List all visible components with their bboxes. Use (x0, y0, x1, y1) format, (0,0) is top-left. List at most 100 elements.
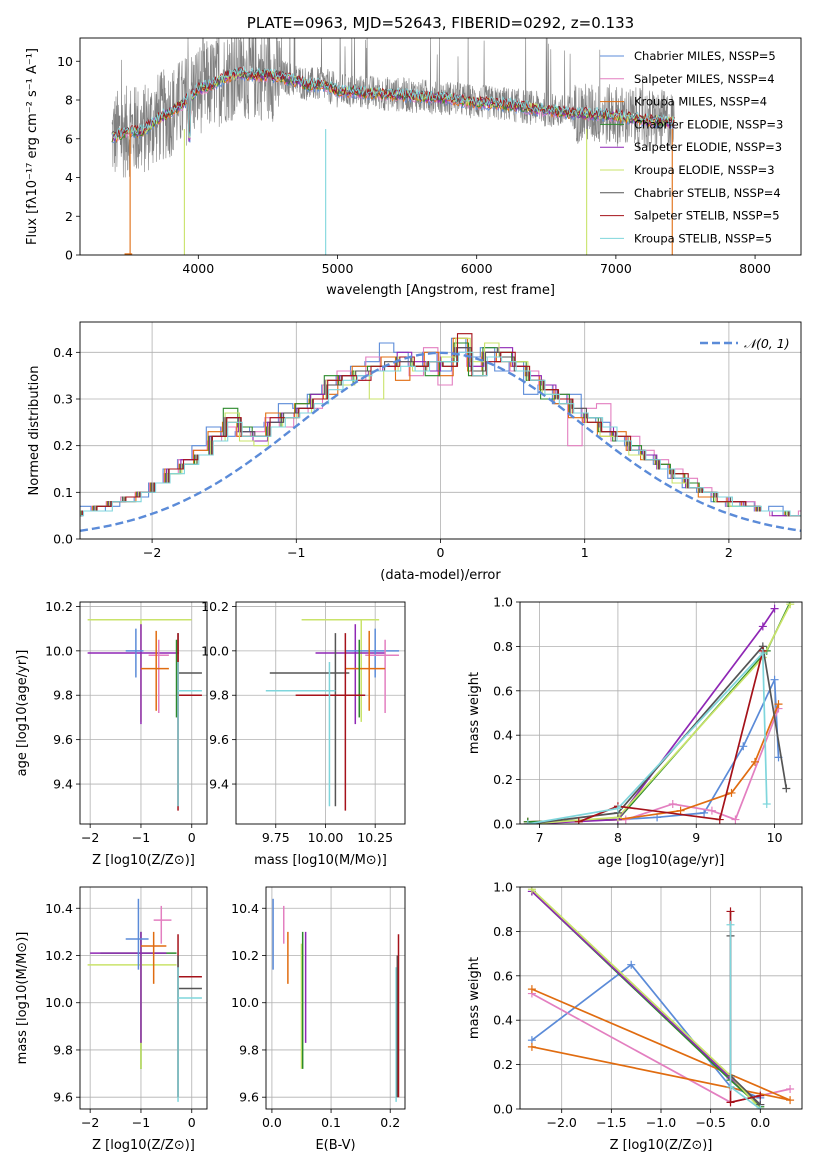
spectrum-ylabel: Flux [fλ10⁻¹⁷ erg cm⁻² s⁻¹ A⁻¹] (25, 48, 40, 245)
weight-marker (627, 960, 636, 969)
weight-marker (774, 700, 783, 709)
errorbar-salpeter-stelib (295, 633, 366, 811)
weight-series-salpeter-elodie (523, 604, 779, 824)
weight-marker (751, 757, 759, 766)
spectrum-frame (79, 37, 802, 256)
mass_vs_z-ylabel: mass [log10(M/M⊙)] (15, 932, 30, 1065)
weight-marker (676, 806, 685, 815)
mass_vs_ebv-plot (272, 898, 400, 1102)
residuals-ytick-label: 0.1 (53, 485, 73, 500)
weight_vs_age-ytick-label: 1.0 (493, 595, 513, 610)
errorbar-kroupa-stelib (177, 661, 202, 807)
legend-entry: 𝒩(0, 1) (744, 336, 790, 351)
spectrum-xtick-label: 5000 (322, 261, 354, 276)
age_vs_z-xlabel: Z [log10(Z/Z⊙)] (92, 853, 195, 868)
weight_vs_z-ytick-label: 0.2 (493, 1057, 513, 1072)
age_vs_mass-ytick-label: 10.2 (201, 599, 229, 614)
residuals-ytick-label: 0.3 (53, 392, 73, 407)
weight-marker (786, 602, 795, 609)
spectrum-ytick-label: 10 (57, 54, 73, 69)
mass_vs_ebv-frame (265, 886, 406, 1110)
weight-marker (770, 604, 779, 613)
spectrum-xtick-label: 7000 (600, 261, 632, 276)
weight_vs_z-xtick-label: −2.0 (547, 1115, 577, 1130)
mass_vs_z-axes: −2 −1 0 9.6 9.8 10.0 10.2 10.4 (45, 887, 207, 1130)
weight-marker (668, 800, 677, 809)
weight_vs_age-xtick-label: 7 (536, 830, 544, 845)
weight-series-kroupa-miles (527, 985, 795, 1105)
weight-marker (786, 1085, 795, 1094)
weight_vs_z-ytick-label: 0.8 (493, 924, 513, 939)
errorbar-salpeter-miles (148, 639, 169, 713)
residuals-ylabel: Normed distribution (27, 366, 42, 496)
age_vs_z-ytick-label: 10.2 (45, 599, 73, 614)
spectrum-ytick-label: 2 (65, 209, 73, 224)
spectrum-legend: Chabrier MILES, NSSP=5 Salpeter MILES, NS… (600, 49, 783, 245)
weight_vs_z-xtick-label: 0.0 (750, 1115, 770, 1130)
residuals-xtick-label: 1 (581, 545, 589, 560)
weight-marker (758, 649, 767, 658)
legend-entry: Kroupa STELIB, NSSP=5 (634, 231, 772, 245)
weight-marker (782, 784, 791, 793)
mass_vs_z-ytick-label: 10.2 (45, 948, 73, 963)
errorbar-chabrier-stelib (177, 633, 202, 807)
weight_vs_z-xlabel: Z [log10(Z/Z⊙)] (610, 1138, 713, 1153)
weight-marker (726, 907, 735, 916)
weight-marker (527, 1042, 536, 1051)
age_vs_mass-ytick-label: 9.6 (209, 732, 229, 747)
weight-marker (527, 985, 536, 994)
weight_vs_age-ytick-label: 0.0 (493, 817, 513, 832)
age_vs_mass-xtick-label: 10.25 (357, 830, 393, 845)
age_vs_mass-frame (235, 601, 406, 825)
weight_vs_z-ylabel: mass weight (467, 957, 482, 1039)
mass_vs_ebv-xtick-label: 0.0 (262, 1115, 282, 1130)
age_vs_mass-xtick-label: 9.75 (262, 830, 290, 845)
age_vs_mass-axes: 9.75 10.00 10.25 9.4 9.6 9.8 10.0 10.2 (201, 599, 405, 845)
histogram-salpeter-elodie (80, 347, 801, 517)
spectrum-ytick-label: 8 (65, 93, 73, 108)
weight-marker (523, 820, 532, 824)
weight-marker (726, 920, 735, 929)
age_vs_z-ytick-label: 9.8 (53, 688, 73, 703)
errorbar-chabrier-miles (125, 628, 144, 678)
legend-entry: Chabrier STELIB, NSSP=4 (634, 186, 781, 200)
age_vs_mass-ytick-label: 9.8 (209, 688, 229, 703)
weight-marker (756, 1105, 765, 1109)
spectrum-ytick-label: 4 (65, 170, 73, 185)
legend-entry: Salpeter MILES, NSSP=4 (634, 72, 775, 86)
mass_vs_z-xtick-label: −1 (132, 1115, 150, 1130)
age_vs_z-xtick-label: −2 (81, 830, 99, 845)
weight_vs_z-xtick-label: −1.5 (596, 1115, 626, 1130)
weight-marker (726, 1082, 735, 1091)
weight-marker (707, 806, 716, 815)
weight_vs_z-ytick-label: 1.0 (493, 880, 513, 895)
age_vs_z-ytick-label: 9.4 (53, 777, 73, 792)
mass_vs_z-xtick-label: 0 (188, 1115, 196, 1130)
legend-entry: Kroupa ELODIE, NSSP=3 (634, 163, 775, 177)
residual-histograms (80, 333, 801, 532)
errorbar-chabrier-miles (125, 898, 149, 970)
errorbar-kroupa-miles (140, 931, 167, 984)
weight_vs_age-plot (523, 602, 795, 824)
weight_vs_z-ytick-label: 0.4 (493, 1013, 513, 1028)
weight-marker (739, 742, 748, 751)
weight_vs_z-ytick-label: 0.6 (493, 968, 513, 983)
age_vs_z-plot (87, 619, 202, 811)
spectrum-xlabel: wavelength [Angstrom, rest frame] (326, 283, 555, 298)
weight_vs_z-plot (527, 887, 795, 1109)
spectrum-axes: 4000 5000 6000 7000 8000 0 2 4 6 8 10 (57, 54, 771, 276)
weight-marker (715, 815, 724, 824)
weight_vs_age-ytick-label: 0.2 (493, 772, 513, 787)
residuals-xtick-label: 0 (437, 545, 445, 560)
legend-entry: Chabrier ELODIE, NSSP=3 (634, 117, 783, 131)
legend-entry: Salpeter ELODIE, NSSP=3 (634, 140, 782, 154)
mass_vs_z-ytick-label: 9.8 (53, 1042, 73, 1057)
spectrum-xtick-label: 8000 (739, 261, 771, 276)
weight_vs_age-xtick-label: 8 (614, 830, 622, 845)
mass_vs_ebv-ytick-label: 10.0 (231, 995, 259, 1010)
errorbar-kroupa-miles (345, 630, 386, 711)
mass_vs_ebv-xtick-label: 0.1 (321, 1115, 341, 1130)
weight-marker (613, 804, 622, 813)
errorbar-kroupa-stelib (177, 967, 202, 1102)
mass_vs_ebv-ytick-label: 9.8 (239, 1042, 259, 1057)
